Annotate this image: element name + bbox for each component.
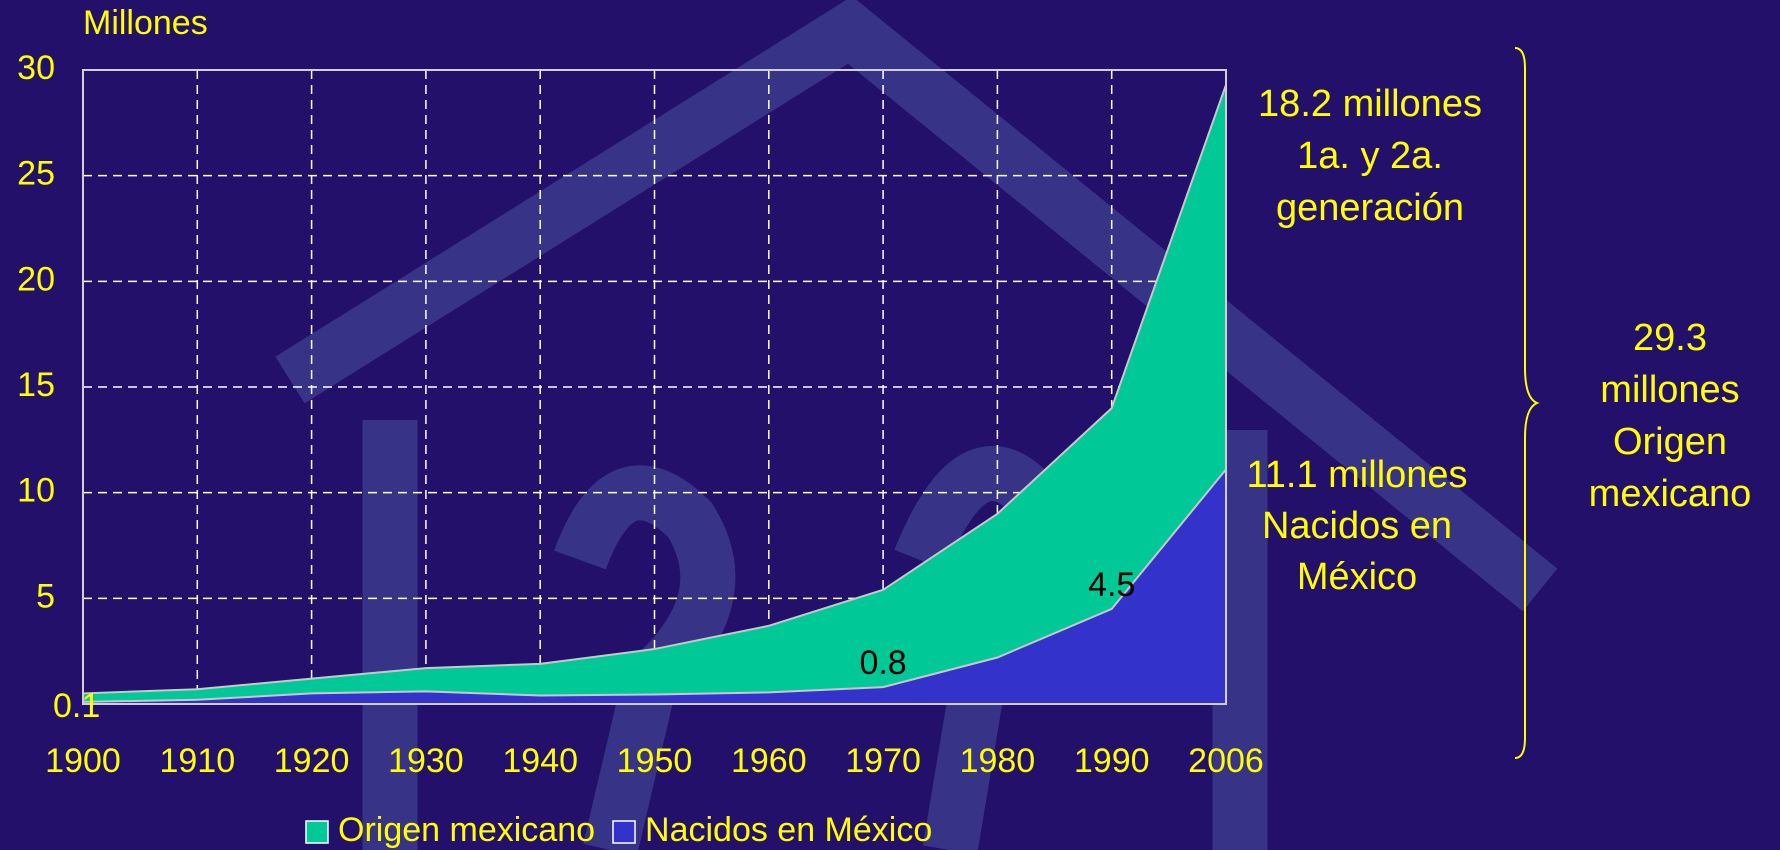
legend-swatch [612,820,636,844]
data-label: 0.1 [53,687,100,725]
y-tick-label: 10 [17,472,55,510]
annotation: 1a. y 2a. [1297,135,1443,177]
x-tick-label: 1920 [274,742,350,780]
x-tick-label: 1980 [960,742,1036,780]
annotation: 18.2 millones [1258,83,1482,125]
annotation: Nacidos en [1262,505,1452,547]
annotation: millones [1600,369,1739,411]
brace [1514,47,1540,759]
y-tick-label: 20 [17,260,55,298]
x-tick-label: 1930 [388,742,464,780]
x-tick-label: 2006 [1188,742,1264,780]
y-tick-label: 5 [36,577,55,615]
x-tick-label: 1970 [845,742,921,780]
legend-label: Nacidos en México [645,811,932,849]
plot-border [82,69,1227,705]
y-tick-label: 30 [17,49,55,87]
x-tick-label: 1960 [731,742,807,780]
annotation: Origen [1613,421,1727,463]
x-tick-label: 1950 [617,742,693,780]
data-label: 0.8 [859,644,906,682]
legend-label: Origen mexicano [338,811,595,849]
y-tick-label: 15 [17,366,55,404]
x-tick-label: 1940 [502,742,578,780]
area [82,466,1227,705]
watermark-roof [275,0,1558,612]
x-tick-label: 1990 [1074,742,1150,780]
x-tick-label: 1910 [159,742,235,780]
annotation: mexicano [1589,473,1752,515]
data-label: 4.5 [1088,566,1135,604]
y-axis-label: Millones [83,4,208,42]
x-tick-label: 1900 [45,742,121,780]
legend-swatch [305,820,329,844]
y-tick-label: 25 [17,155,55,193]
annotation: generación [1276,187,1464,229]
annotation: 29.3 [1633,317,1707,359]
watermark-figure [554,465,736,850]
annotation: 11.1 millones [1246,454,1467,496]
annotation: México [1297,556,1417,598]
